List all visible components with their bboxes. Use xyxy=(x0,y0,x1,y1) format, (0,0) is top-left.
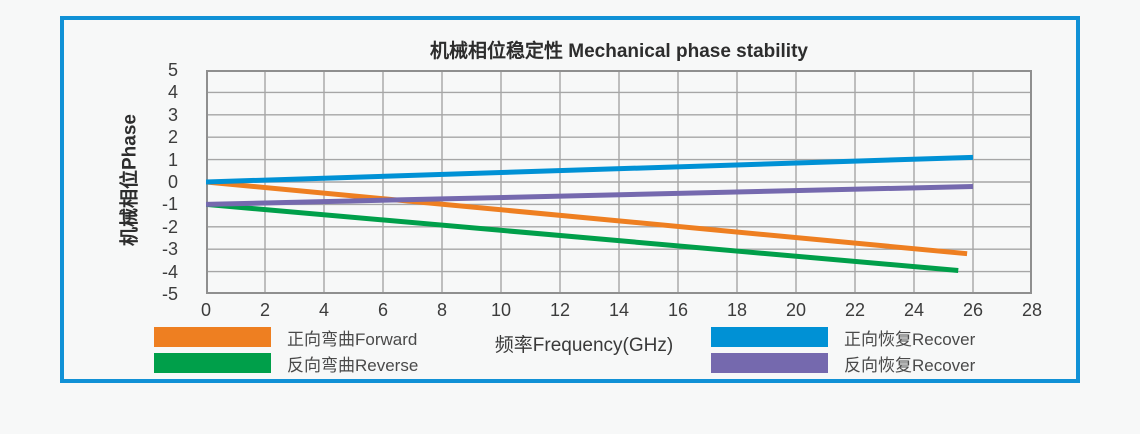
x-tick-label: 24 xyxy=(903,300,925,320)
y-tick-label: 4 xyxy=(167,82,178,103)
series-line-0 xyxy=(206,179,968,257)
x-tick-label: 18 xyxy=(726,300,748,320)
series-line-1 xyxy=(206,201,959,273)
x-tick-label: 20 xyxy=(785,300,807,320)
x-tick-label: 28 xyxy=(1021,300,1043,320)
x-axis-title: 频率Frequency(GHz) xyxy=(494,335,674,356)
legend-swatch-recover-reverse xyxy=(711,353,828,373)
chart-card: 机械相位稳定性 Mechanical phase stability 机械相位P… xyxy=(60,16,1080,383)
y-tick-label: -2 xyxy=(161,216,178,237)
y-tick-label: 0 xyxy=(167,172,178,192)
y-tick-label: -3 xyxy=(161,239,178,260)
x-tick-label: 0 xyxy=(200,300,211,320)
y-tick-label: 1 xyxy=(167,149,178,170)
y-tick-label: -4 xyxy=(161,261,178,282)
legend-label-recover-reverse: 反向恢复Recover xyxy=(844,355,976,375)
legend-swatch-recover-forward xyxy=(711,327,828,347)
legend-swatch-reverse xyxy=(154,353,271,373)
legend-item-forward: 正向弯曲Forward xyxy=(154,327,418,349)
legend-item-recover-reverse: 反向恢复Recover xyxy=(711,353,976,375)
x-tick-label: 10 xyxy=(490,300,512,320)
legend-label-recover-forward: 正向恢复Recover xyxy=(844,329,976,349)
y-tick-label: 2 xyxy=(167,127,178,148)
x-tick-label: 16 xyxy=(667,300,689,320)
legend-label-reverse: 反向弯曲Reverse xyxy=(287,355,419,375)
legend-swatch-forward xyxy=(154,327,271,347)
legend-item-reverse: 反向弯曲Reverse xyxy=(154,353,419,375)
legend-item-recover-forward: 正向恢复Recover xyxy=(711,327,976,349)
series-line-2 xyxy=(206,154,974,185)
legend-label-forward: 正向弯曲Forward xyxy=(287,329,418,349)
x-tick-label: 4 xyxy=(318,300,329,320)
plot-area: 5 4 3 2 1 0 -1 -2 -3 -4 -5 0 2 4 6 8 10 12 14 16 18 20 22 24 26… xyxy=(162,60,1042,320)
x-tick-label: 26 xyxy=(962,300,984,320)
y-tick-label: -5 xyxy=(161,284,178,304)
y-tick-label: 5 xyxy=(167,60,178,80)
series-line-3 xyxy=(206,183,974,207)
x-tick-label: 6 xyxy=(377,300,388,320)
x-tick-label: 22 xyxy=(844,300,866,320)
chart-title: 机械相位稳定性 Mechanical phase stability xyxy=(430,41,808,62)
x-tick-label: 12 xyxy=(549,300,571,320)
x-tick-label: 14 xyxy=(608,300,630,320)
y-tick-label: 3 xyxy=(167,104,178,125)
y-tick-label: -1 xyxy=(161,194,178,215)
x-tick-label: 2 xyxy=(259,300,270,320)
chart-canvas xyxy=(206,70,1032,294)
x-tick-label: 8 xyxy=(436,300,447,320)
